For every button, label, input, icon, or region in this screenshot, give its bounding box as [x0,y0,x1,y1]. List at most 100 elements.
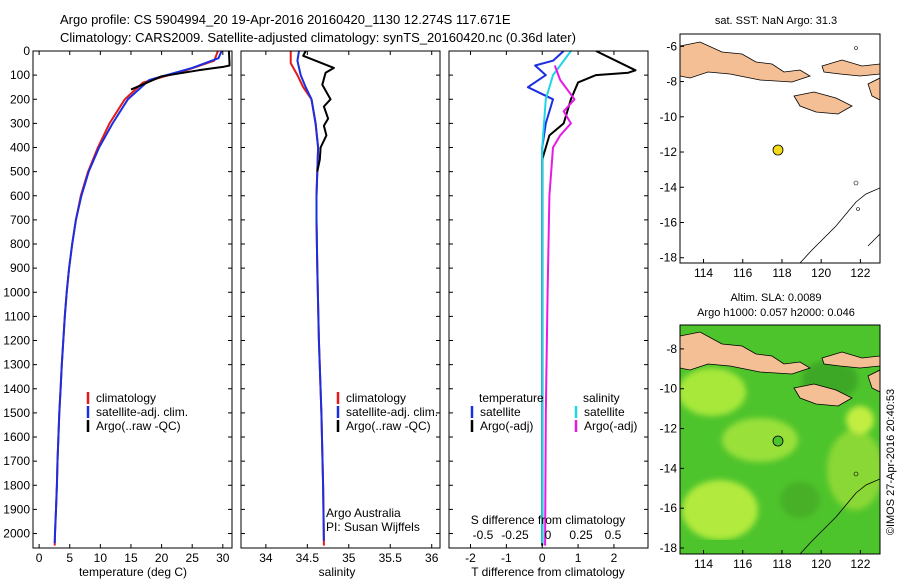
java-coast [680,41,811,83]
difference-series [526,51,637,546]
flores-coast [821,59,880,77]
map-x-tick-label: 120 [811,557,831,571]
map-y-tick-label: -8 [666,75,677,89]
map-y-tick-label: -16 [660,501,678,515]
map-y-tick-label: -12 [660,422,678,436]
australia-coast [799,187,880,263]
map-y-tick-label: -12 [660,145,678,159]
map-x-tick-label: 116 [733,557,752,571]
islet [856,207,860,211]
y-tick-label: 100 [10,68,30,82]
legend-label-argo: Argo(..raw -QC) [96,419,181,433]
s-difference-label: S difference from climatology [471,513,626,527]
salinity-legend: climatology satellite-adj. clim. Argo(..… [336,391,438,433]
map-x-tick-label: 118 [772,266,791,280]
series-line-argo-raw-qc- [130,51,231,91]
y-tick-label: 500 [10,165,30,179]
series-line-temperature-argo-adj- [541,51,637,546]
difference-axes-frame [448,50,649,549]
sla-map-content [680,325,880,554]
difference-legend-salinity: salinity satellite Argo(-adj) [574,391,637,433]
sst-map: sat. SST: NaN Argo: 31.3 114 116 118 120 122… [660,15,881,280]
map-x-tick-label: 122 [850,266,870,280]
y-tick-label: 900 [10,261,30,275]
map-x-tick-label: 114 [694,266,713,280]
x-tick-label: -2 [465,551,476,565]
y-tick-label: 200 [10,92,30,106]
x-tick-label: 34.5 [296,551,320,565]
y-tick-label: 1800 [3,478,30,492]
difference-panel: -2 -1 0 1 2 S difference from climatology -0… [448,50,649,579]
map-x-tick-label: 122 [850,557,870,571]
x-tick-label: 20 [155,551,169,565]
timor-coast [867,369,880,393]
map-y-tick-label: -18 [660,541,678,555]
x-tick-label: 2 [611,551,618,565]
temperature-legend: climatology satellite-adj. clim. Argo(..… [86,391,188,433]
s-tick-label: -0.25 [501,528,529,542]
header-line-1: Argo profile: CS 5904994_20 19-Apr-2016 … [60,12,511,27]
y-tick-label: 1400 [3,382,30,396]
x-tick-label: 15 [124,551,138,565]
sst-map-ticks: 114 116 118 120 122 -6 -8 -10 -12 -14 -16 -18 [660,39,871,280]
legend-label-satellite: satellite-adj. clim. [346,405,438,419]
imos-timestamp: ©IMOS 27-Apr-2016 20:40:53 [885,389,897,535]
sla-map: Altim. SLA: 0.0089 Argo h1000: 0.057 h20… [660,292,881,571]
legend-label-sal-satellite: satellite [584,405,625,419]
map-x-tick-label: 116 [733,266,752,280]
map-y-tick-label: -14 [660,180,678,194]
map-y-tick-label: -16 [660,215,678,229]
sla-field [680,360,880,540]
legend-label-temp-satellite: satellite [480,405,521,419]
series-line-salinity-argo-adj- [544,65,576,546]
temperature-series [53,51,231,546]
x-tick-label: 34 [259,551,273,565]
map-y-tick-label: -14 [660,461,678,475]
y-tick-label: 800 [10,237,30,251]
series-line-salinity-satellite [541,51,572,544]
islet [853,180,859,186]
y-tick-label: 600 [10,189,30,203]
legend-label-temp-argo: Argo(-adj) [480,419,533,433]
argo-float-marker [772,435,784,447]
java-coast [680,331,811,375]
sla-map-ticks: 114 116 118 120 122 -8 -10 -12 -14 -16 -18 [660,342,871,571]
s-tick-label: 0 [545,528,552,542]
y-tick-label: 2000 [3,527,30,541]
salinity-axes-frame [240,50,441,549]
australia-coast [799,478,880,554]
y-tick-label: 1600 [3,430,30,444]
s-tick-label: 0.25 [569,528,593,542]
sla-map-frame [679,324,881,555]
temperature-xlabel: temperature (deg C) [79,565,187,579]
legend-label-climatology: climatology [96,391,156,405]
y-tick-label: 1500 [3,406,30,420]
x-tick-label: 25 [186,551,200,565]
sla-map-title-2: Argo h1000: 0.057 h2000: 0.046 [697,307,855,319]
x-tick-label: 0 [539,551,546,565]
x-tick-label: 1 [575,551,582,565]
x-tick-label: -1 [501,551,512,565]
y-tick-label: 0 [23,44,30,58]
series-line-satellite-adj-clim- [296,51,325,541]
s-difference-tick-labels: -0.5 -0.25 0 0.25 0.5 [473,528,622,542]
y-tick-label: 1900 [3,502,30,516]
x-tick-label: 0 [36,551,43,565]
map-y-tick-label: -10 [660,110,678,124]
series-line-argo-raw-qc- [302,51,335,172]
sumba-coast [793,91,853,115]
map-y-tick-label: -18 [660,251,678,265]
legend-label-satellite: satellite-adj. clim. [96,405,188,419]
x-tick-label: 10 [94,551,108,565]
x-tick-label: 35.5 [379,551,403,565]
temperature-ticks: 0100200300400500600700800900100011001200… [3,44,232,565]
sst-map-content [680,34,880,263]
map-x-tick-label: 114 [694,557,713,571]
y-tick-label: 700 [10,213,30,227]
map-x-tick-label: 118 [772,557,791,571]
difference-ticks: -2 -1 0 1 2 [449,50,648,565]
x-tick-label: 36 [425,551,439,565]
flores-coast [821,351,880,369]
map-x-tick-label: 120 [811,266,831,280]
